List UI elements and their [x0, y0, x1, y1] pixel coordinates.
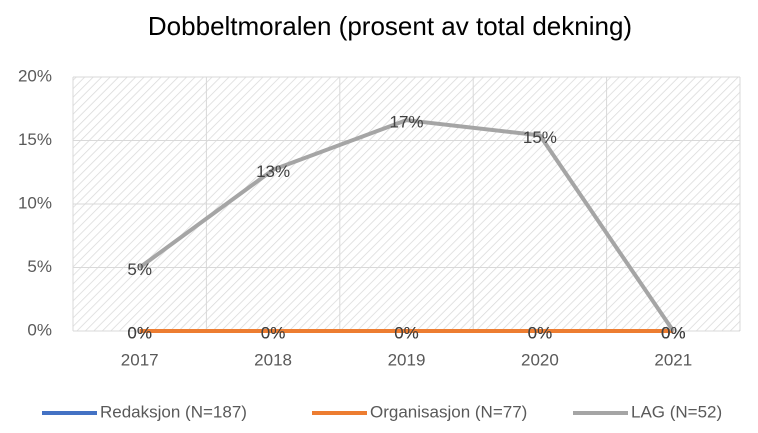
y-tick-label: 5%: [27, 257, 52, 276]
legend-label: Redaksjon (N=187): [100, 402, 247, 421]
legend-label: Organisasjon (N=77): [370, 402, 527, 421]
y-tick-label: 0%: [27, 320, 52, 339]
data-label: 17%: [389, 113, 423, 132]
data-label: 0%: [528, 323, 553, 342]
x-tick-label: 2017: [121, 350, 159, 369]
x-tick-label: 2019: [388, 350, 426, 369]
y-tick-label: 15%: [18, 130, 52, 149]
data-label: 13%: [256, 162, 290, 181]
series-line: [138, 118, 675, 333]
y-tick-label: 20%: [18, 66, 52, 85]
chart-title: Dobbeltmoralen (prosent av total dekning…: [148, 11, 632, 41]
data-label: 0%: [127, 323, 152, 342]
data-label: 5%: [127, 260, 152, 279]
data-label: 0%: [661, 323, 686, 342]
legend-label: LAG (N=52): [631, 402, 722, 421]
x-tick-label: 2021: [654, 350, 692, 369]
x-tick-label: 2018: [254, 350, 292, 369]
data-label: 0%: [261, 323, 286, 342]
data-label: 15%: [523, 128, 557, 147]
data-label: 0%: [661, 323, 686, 342]
y-tick-label: 10%: [18, 193, 52, 212]
data-label: 0%: [394, 323, 419, 342]
x-tick-label: 2020: [521, 350, 559, 369]
